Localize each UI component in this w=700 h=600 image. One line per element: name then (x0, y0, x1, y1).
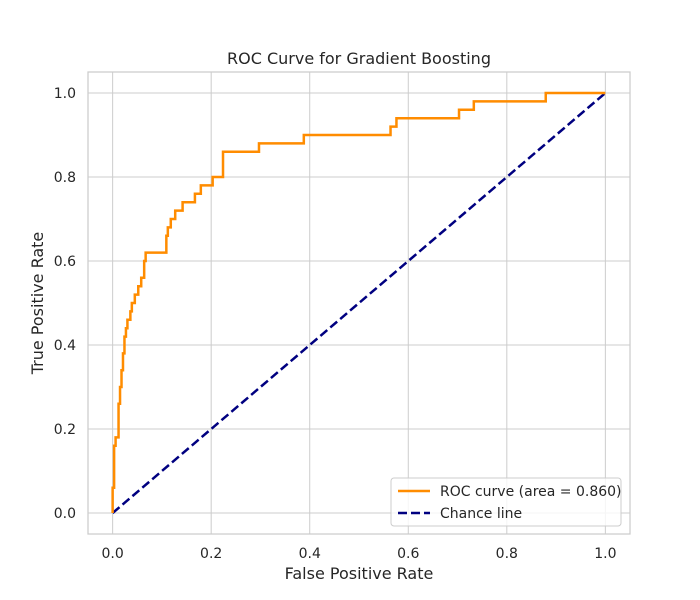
x-tick-label: 0.0 (102, 546, 124, 562)
y-tick-label: 0.8 (54, 170, 76, 186)
legend-box (390, 477, 622, 527)
x-tick-label: 1.0 (594, 546, 616, 562)
y-tick-label: 0.6 (54, 254, 76, 270)
y-tick-label: 0.4 (54, 338, 76, 354)
plot-border (87, 71, 631, 535)
legend-label-chance: Chance line (440, 506, 522, 522)
x-tick-label: 0.6 (397, 546, 419, 562)
tick-labels: 0.0 0.2 0.4 0.6 0.8 1.0 0.0 0.2 0.4 0.6 0.8 1.0 (54, 86, 617, 562)
roc-curve-line (111, 91, 606, 513)
x-axis-title: False Positive Rate (285, 564, 434, 583)
legend: ROC curve (area = 0.860) Chance line (390, 477, 622, 527)
y-tick-label: 0.2 (54, 422, 76, 438)
y-tick-label: 1.0 (54, 86, 76, 102)
chart-title: ROC Curve for Gradient Boosting (227, 49, 491, 68)
legend-label-roc: ROC curve (area = 0.860) (440, 484, 622, 500)
chance-line (111, 92, 607, 514)
y-axis-title: True Positive Rate (28, 232, 47, 376)
series-layer (111, 91, 607, 514)
x-tick-label: 0.2 (200, 546, 222, 562)
x-tick-label: 0.4 (299, 546, 321, 562)
y-tick-label: 0.0 (54, 506, 76, 522)
x-tick-label: 0.8 (496, 546, 518, 562)
